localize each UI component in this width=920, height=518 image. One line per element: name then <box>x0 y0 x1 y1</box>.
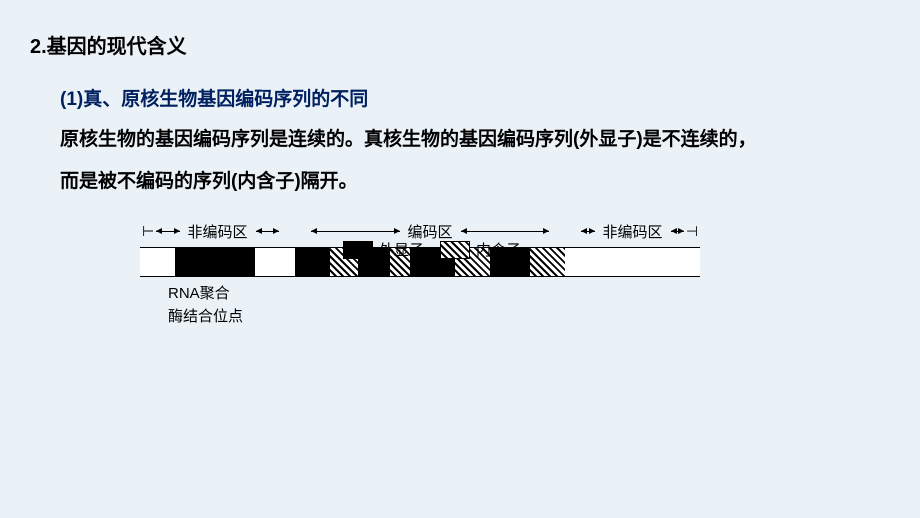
legend-intron: 内含子 <box>440 239 521 260</box>
body-line-1: 原核生物的基因编码序列是连续的。真核生物的基因编码序列(外显子)是不连续的， <box>60 123 900 157</box>
region-segment: ⊢非编码区⊣ <box>140 221 295 241</box>
legend-intron-swatch <box>440 241 470 259</box>
region-label-text: 非编码区 <box>595 221 671 242</box>
bracket-right: ⊣ <box>684 223 700 240</box>
body-line-2: 而是被不编码的序列(内含子)隔开。 <box>60 165 900 199</box>
gene-block-solid <box>295 248 330 276</box>
arrow-line <box>671 231 684 232</box>
legend-exon: 外显子 <box>343 239 424 260</box>
region-segment: ⊢编码区⊣ <box>295 221 565 241</box>
arrow-line <box>311 231 399 232</box>
legend-exon-swatch <box>343 241 373 259</box>
section-title: 2.基因的现代含义 <box>30 30 900 59</box>
region-segment: ⊢非编码区⊣ <box>565 221 700 241</box>
gene-diagram: ⊢非编码区⊣⊢编码区⊣⊢非编码区⊣ RNA聚合 酶结合位点 外显子 内含子 <box>140 219 700 328</box>
legend-exon-label: 外显子 <box>379 239 424 260</box>
gene-block-solid <box>175 248 255 276</box>
arrow-line <box>581 231 594 232</box>
arrow-line <box>256 231 279 232</box>
gene-block-hatched <box>530 248 565 276</box>
bracket-left: ⊢ <box>140 223 156 240</box>
arrow-line <box>461 231 549 232</box>
gene-block-empty <box>255 248 295 276</box>
legend-intron-label: 内含子 <box>476 239 521 260</box>
subsection-title: (1)真、原核生物基因编码序列的不同 <box>60 84 900 111</box>
rna-polymerase-label: RNA聚合 酶结合位点 <box>168 283 243 328</box>
region-label-text: 非编码区 <box>180 221 256 242</box>
arrow-line <box>156 231 179 232</box>
legend: 外显子 内含子 <box>343 239 521 260</box>
rna-label-line2: 酶结合位点 <box>168 306 243 329</box>
below-track-row: RNA聚合 酶结合位点 外显子 内含子 <box>140 277 700 328</box>
rna-label-line1: RNA聚合 <box>168 283 243 306</box>
gene-block-empty <box>565 248 700 276</box>
gene-block-empty <box>140 248 175 276</box>
region-labels-row: ⊢非编码区⊣⊢编码区⊣⊢非编码区⊣ <box>140 219 700 243</box>
region-label-text: 编码区 <box>400 221 461 242</box>
